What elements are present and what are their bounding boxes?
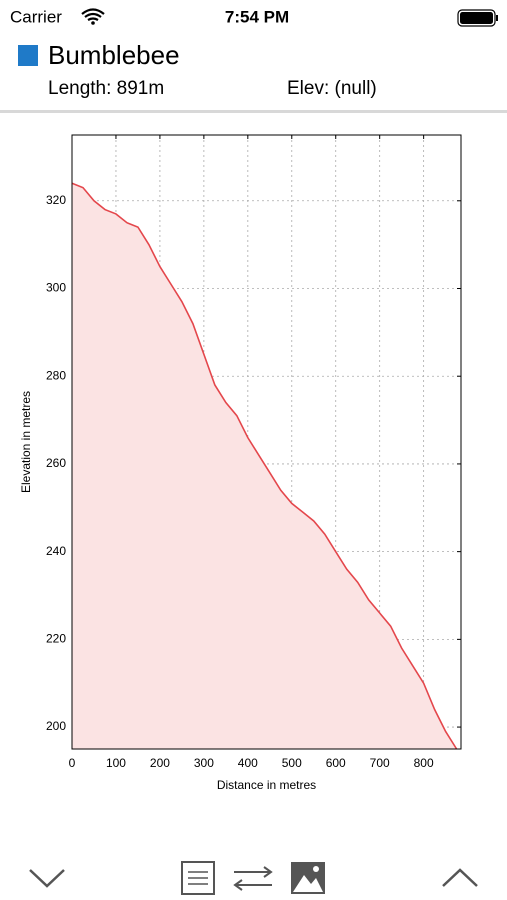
x-tick-label: 400	[238, 756, 258, 770]
y-tick-label: 260	[46, 456, 66, 470]
x-axis-title: Distance in metres	[217, 778, 316, 792]
plot-frame	[71, 134, 462, 750]
x-tick-label: 500	[282, 756, 302, 770]
track-color	[18, 45, 38, 66]
track-title: Bumblebee	[48, 40, 180, 70]
battery-tip	[496, 15, 498, 21]
y-tick-label: 320	[46, 193, 66, 207]
x-tick-label: 300	[194, 756, 214, 770]
image-sun	[313, 866, 319, 872]
x-tick-label: 800	[414, 756, 434, 770]
y-tick-label: 280	[46, 368, 66, 382]
image-mountain	[293, 875, 323, 892]
track-elevation: Elev: (null)	[287, 78, 377, 99]
elevation-line	[71, 182, 458, 750]
y-tick-label: 200	[46, 719, 66, 733]
profile-button[interactable]	[291, 862, 325, 894]
battery-outline	[457, 9, 496, 27]
y-tick-label: 220	[46, 632, 66, 646]
list-frame	[181, 861, 215, 895]
swap-arrows	[233, 866, 273, 891]
x-tick-label: 0	[69, 756, 76, 770]
collapse-button[interactable]	[29, 869, 65, 888]
carrier: Carrier	[10, 7, 62, 26]
y-tick-label: 240	[46, 544, 66, 558]
list-lines	[188, 871, 208, 885]
elevation-chart: 0 100 200 300 400 500 600 700 800 200 220 240 260 280…	[19, 134, 462, 792]
x-tick-label: 600	[326, 756, 346, 770]
header-divider	[0, 110, 507, 113]
y-tick-label: 300	[46, 281, 66, 295]
list-button[interactable]	[181, 861, 215, 895]
swap-button[interactable]	[233, 866, 273, 891]
x-tick-label: 200	[150, 756, 170, 770]
x-tick-label: 100	[106, 756, 126, 770]
area-fill	[72, 183, 457, 749]
wifi-icon	[81, 8, 105, 21]
battery-level	[460, 12, 493, 24]
y-axis-title: Elevation in metres	[19, 391, 33, 493]
x-tick-label: 700	[370, 756, 390, 770]
clock: 7:54 PM	[225, 7, 289, 26]
expand-button[interactable]	[442, 868, 478, 887]
track-length: Length: 891m	[48, 78, 164, 99]
wifi-dot	[91, 21, 95, 25]
